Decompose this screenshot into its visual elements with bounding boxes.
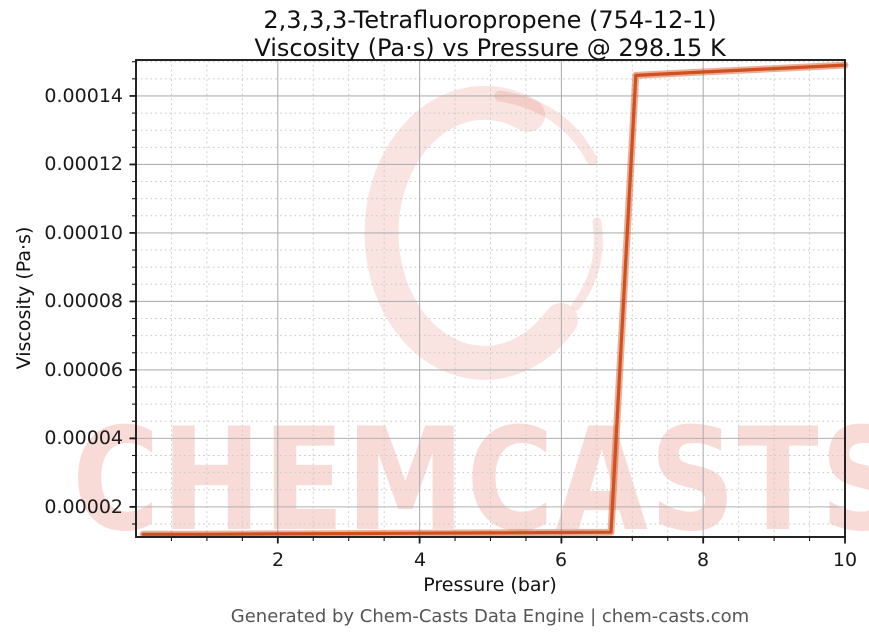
series-line-glow [139, 61, 849, 538]
series-line [141, 63, 847, 536]
axes-box [135, 59, 846, 538]
watermark-text: CHEMCASTS [72, 398, 869, 563]
